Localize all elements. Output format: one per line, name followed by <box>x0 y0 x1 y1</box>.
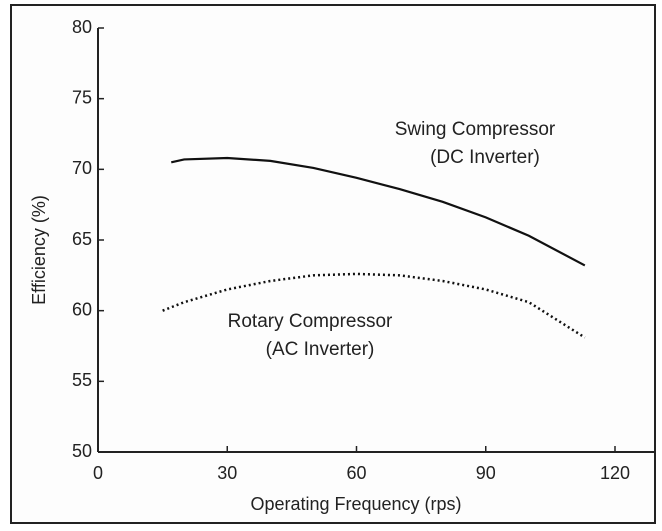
y-tick-label: 70 <box>72 158 92 178</box>
x-tick-label: 90 <box>476 463 496 483</box>
y-tick-label: 75 <box>72 87 92 107</box>
x-tick-label: 60 <box>346 463 366 483</box>
annotation: (DC Inverter) <box>430 147 540 168</box>
x-axis-title: Operating Frequency (rps) <box>250 494 461 514</box>
annotation: Rotary Compressor <box>228 311 393 332</box>
y-tick-label: 55 <box>72 370 92 390</box>
x-tick-label: 30 <box>217 463 237 483</box>
y-tick-label: 65 <box>72 229 92 249</box>
annotation: (AC Inverter) <box>266 339 375 360</box>
x-tick-label: 0 <box>93 463 103 483</box>
frame <box>10 4 656 524</box>
y-tick-label: 60 <box>72 299 92 319</box>
y-axis-title: Efficiency (%) <box>29 195 49 305</box>
series-line <box>171 156 586 267</box>
y-tick-label: 50 <box>72 441 92 461</box>
x-tick-label: 120 <box>600 463 630 483</box>
annotation: Swing Compressor <box>395 119 556 140</box>
y-tick-label: 80 <box>72 17 92 37</box>
